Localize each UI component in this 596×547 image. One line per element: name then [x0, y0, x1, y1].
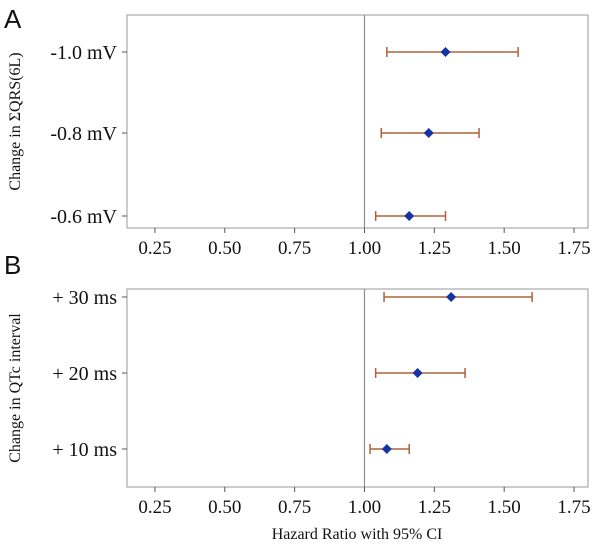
category-label: + 20 ms: [52, 363, 117, 385]
x-tick-label: 0.75: [278, 497, 311, 518]
x-tick-label: 0.25: [138, 238, 171, 259]
point-estimate: [381, 444, 392, 454]
plot-frame: [126, 288, 589, 488]
category-label: -0.8 mV: [50, 123, 117, 145]
x-tick-label: 1.75: [557, 238, 590, 259]
x-tick-label: 1.25: [418, 238, 451, 259]
x-tick-label: 1.25: [418, 497, 451, 518]
panel-b: B Change in QTc interval 0.25 0.50 0.75 1.00 1…: [4, 250, 591, 518]
x-tick-label: 1.00: [348, 497, 381, 518]
x-tick-label: 1.00: [348, 238, 381, 259]
x-tick-label: 1.50: [488, 497, 521, 518]
point-estimate: [440, 47, 451, 57]
x-tick-label: 0.75: [278, 238, 311, 259]
category-label: + 10 ms: [52, 439, 117, 461]
point-estimate: [446, 292, 457, 302]
panel-letter: B: [4, 250, 21, 280]
category-label: -1.0 mV: [50, 42, 117, 64]
plot-frame: [126, 14, 589, 229]
x-tick-label: 0.50: [208, 497, 241, 518]
x-axis-label: Hazard Ratio with 95% CI: [272, 526, 443, 543]
point-estimate: [404, 211, 415, 221]
y-axis-label: Change in ΣQRS(6L): [7, 52, 24, 190]
x-tick-label: 0.50: [208, 238, 241, 259]
category-label: -0.6 mV: [50, 206, 117, 228]
category-label: + 30 ms: [52, 287, 117, 309]
x-tick-label: 0.25: [138, 497, 171, 518]
point-estimate: [412, 368, 423, 378]
x-tick-label: 1.75: [557, 497, 590, 518]
panel-letter: A: [4, 4, 22, 34]
panel-a: A Change in ΣQRS(6L) 0.25 0.50 0.75 1.00 1.25 1…: [4, 4, 591, 259]
y-axis-label: Change in QTc interval: [7, 313, 24, 463]
point-estimate: [423, 128, 434, 138]
x-tick-label: 1.50: [488, 238, 521, 259]
